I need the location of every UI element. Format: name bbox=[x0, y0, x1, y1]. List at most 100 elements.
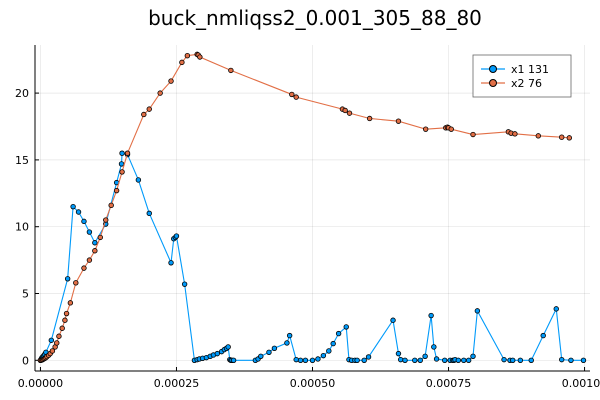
data-point bbox=[433, 356, 440, 362]
data-point bbox=[412, 357, 418, 364]
data-point bbox=[157, 90, 163, 96]
data-point bbox=[320, 352, 327, 359]
data-point bbox=[474, 308, 481, 314]
data-point bbox=[402, 357, 408, 364]
x-tick-label: 0.00000 bbox=[18, 377, 64, 390]
series-2 bbox=[37, 51, 573, 364]
legend-marker bbox=[489, 79, 497, 87]
data-point bbox=[258, 353, 264, 359]
data-point bbox=[395, 350, 402, 357]
data-point bbox=[553, 306, 559, 312]
series-line bbox=[39, 152, 584, 361]
data-point bbox=[48, 337, 55, 343]
data-point bbox=[225, 344, 231, 350]
data-point bbox=[197, 54, 203, 60]
y-tick-label: 15 bbox=[15, 154, 29, 167]
legend-label: x1 131 bbox=[511, 63, 549, 76]
data-point bbox=[54, 340, 60, 346]
data-point bbox=[461, 357, 467, 364]
data-point bbox=[86, 257, 93, 263]
data-point bbox=[540, 332, 546, 339]
legend-marker bbox=[489, 65, 497, 73]
data-point bbox=[86, 229, 93, 235]
data-point bbox=[470, 131, 476, 138]
data-point bbox=[141, 111, 147, 118]
data-point bbox=[119, 150, 125, 156]
data-point bbox=[559, 356, 565, 363]
data-point bbox=[422, 353, 428, 359]
data-point bbox=[455, 357, 462, 364]
data-point bbox=[397, 356, 404, 363]
data-point bbox=[179, 59, 185, 66]
data-point bbox=[135, 177, 142, 183]
data-point bbox=[75, 209, 82, 215]
legend-box bbox=[472, 54, 572, 98]
data-point bbox=[284, 340, 290, 346]
data-point bbox=[62, 317, 68, 323]
data-point bbox=[271, 345, 278, 351]
data-point bbox=[214, 350, 220, 357]
x-tick-label: 0.00075 bbox=[426, 377, 472, 390]
data-point bbox=[81, 218, 87, 225]
data-point bbox=[448, 126, 454, 132]
data-point bbox=[63, 310, 70, 317]
legend-label: x2 76 bbox=[511, 77, 542, 90]
data-point bbox=[67, 300, 74, 306]
data-point bbox=[465, 357, 472, 364]
data-point bbox=[365, 354, 372, 360]
data-point bbox=[361, 357, 367, 364]
data-point bbox=[228, 67, 234, 74]
data-point bbox=[326, 348, 332, 354]
data-point bbox=[181, 281, 188, 287]
data-point bbox=[286, 332, 293, 339]
data-point bbox=[428, 312, 434, 319]
data-point bbox=[266, 349, 272, 355]
data-point bbox=[81, 265, 87, 271]
data-point bbox=[528, 357, 534, 364]
data-point bbox=[64, 276, 71, 282]
data-point bbox=[315, 356, 321, 362]
data-point bbox=[49, 348, 56, 354]
data-point bbox=[309, 357, 316, 364]
data-point bbox=[92, 240, 98, 246]
data-point bbox=[422, 126, 429, 132]
data-point bbox=[70, 203, 76, 210]
data-point bbox=[470, 353, 476, 359]
data-point bbox=[442, 357, 448, 364]
data-point bbox=[566, 135, 573, 141]
data-point bbox=[501, 356, 507, 363]
data-point bbox=[354, 357, 360, 364]
data-point bbox=[146, 210, 152, 217]
data-point bbox=[366, 115, 373, 122]
data-point bbox=[73, 280, 79, 286]
data-point bbox=[97, 234, 103, 241]
data-point bbox=[92, 248, 98, 254]
data-point bbox=[293, 94, 299, 100]
series-layer bbox=[37, 51, 587, 364]
data-point bbox=[173, 233, 180, 239]
data-point bbox=[302, 357, 309, 364]
data-point bbox=[390, 317, 396, 323]
data-point bbox=[168, 260, 174, 266]
data-point bbox=[119, 169, 125, 175]
data-point bbox=[568, 357, 574, 364]
data-point bbox=[580, 357, 587, 364]
data-point bbox=[289, 91, 295, 98]
data-point bbox=[559, 134, 565, 140]
chart-title: buck_nmliqss2_0.001_305_88_80 bbox=[148, 6, 482, 30]
data-point bbox=[395, 118, 402, 124]
y-tick-label: 20 bbox=[15, 87, 29, 100]
data-point bbox=[184, 52, 191, 59]
data-point bbox=[535, 133, 542, 139]
data-point bbox=[118, 161, 125, 167]
data-point bbox=[517, 357, 524, 364]
data-point bbox=[343, 324, 349, 330]
y-tick-label: 10 bbox=[15, 221, 29, 234]
series-line bbox=[40, 53, 570, 361]
x-tick-label: 0.00025 bbox=[154, 377, 200, 390]
data-point bbox=[230, 357, 237, 364]
data-point bbox=[103, 217, 109, 223]
